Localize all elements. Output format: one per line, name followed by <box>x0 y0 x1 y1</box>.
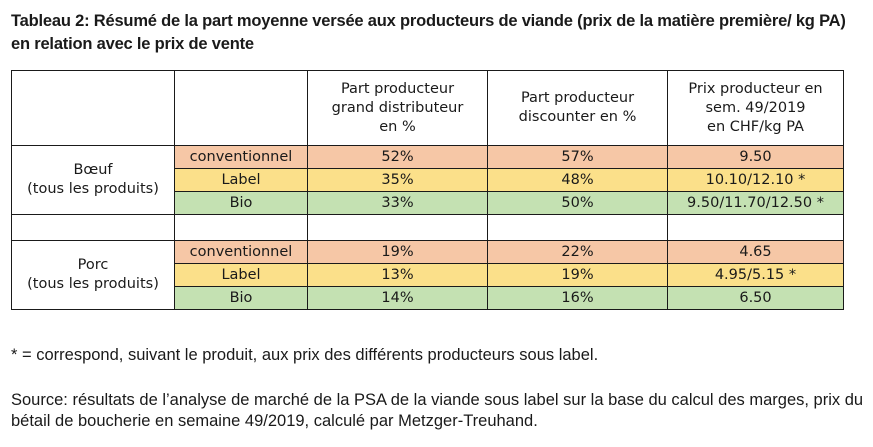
category-cell: Bio <box>174 286 308 310</box>
header-row: Part producteur grand distributeur en % … <box>11 70 844 146</box>
header-empty-category <box>174 70 308 146</box>
prix-cell: 10.10/12.10 * <box>667 168 844 192</box>
discounter-cell: 50% <box>487 191 668 215</box>
header-discounter: Part producteur discounter en % <box>487 70 668 146</box>
category-cell: Bio <box>174 191 308 215</box>
prix-cell: 4.65 <box>667 240 844 264</box>
footnote: * = correspond, suivant le produit, aux … <box>11 346 599 364</box>
grand-distributeur-cell: 52% <box>307 145 488 169</box>
header-prix-producteur: Prix producteur en sem. 49/2019 en CHF/k… <box>667 70 844 146</box>
grand-distributeur-cell: 19% <box>307 240 488 264</box>
prix-cell: 6.50 <box>667 286 844 310</box>
prix-cell: 4.95/5.15 * <box>667 263 844 287</box>
table-row: Bio 14% 16% 6.50 <box>12 286 844 310</box>
discounter-cell: 19% <box>487 263 668 287</box>
prix-cell: 9.50/11.70/12.50 * <box>667 191 844 215</box>
grand-distributeur-cell: 14% <box>307 286 488 310</box>
table-row: Label 35% 48% 10.10/12.10 * <box>12 168 844 192</box>
category-cell: conventionnel <box>174 145 308 169</box>
discounter-cell: 57% <box>487 145 668 169</box>
table-row: Bœuf (tous les produits) conventionnel 5… <box>11 145 844 215</box>
category-cell: Label <box>174 263 308 287</box>
table-row: Porc (tous les produits) conventionnel 1… <box>11 240 844 310</box>
discounter-cell: 16% <box>487 286 668 310</box>
price-share-table: Part producteur grand distributeur en % … <box>11 70 844 310</box>
discounter-cell: 22% <box>487 240 668 264</box>
grand-distributeur-cell: 33% <box>307 191 488 215</box>
table-title: Tableau 2: Résumé de la part moyenne ver… <box>11 12 846 53</box>
header-grand-distributeur: Part producteur grand distributeur en % <box>307 70 488 146</box>
header-empty-group <box>11 70 175 146</box>
source-note: Source: résultats de l’analyse de marché… <box>11 391 864 430</box>
discounter-cell: 48% <box>487 168 668 192</box>
prix-cell: 9.50 <box>667 145 844 169</box>
category-cell: conventionnel <box>174 240 308 264</box>
grand-distributeur-cell: 13% <box>307 263 488 287</box>
category-cell: Label <box>174 168 308 192</box>
group-label-boeuf: Bœuf (tous les produits) <box>11 145 175 215</box>
grand-distributeur-cell: 35% <box>307 168 488 192</box>
spacer-row <box>11 214 844 241</box>
table-row: Label 13% 19% 4.95/5.15 * <box>12 263 844 287</box>
group-label-porc: Porc (tous les produits) <box>11 240 175 310</box>
